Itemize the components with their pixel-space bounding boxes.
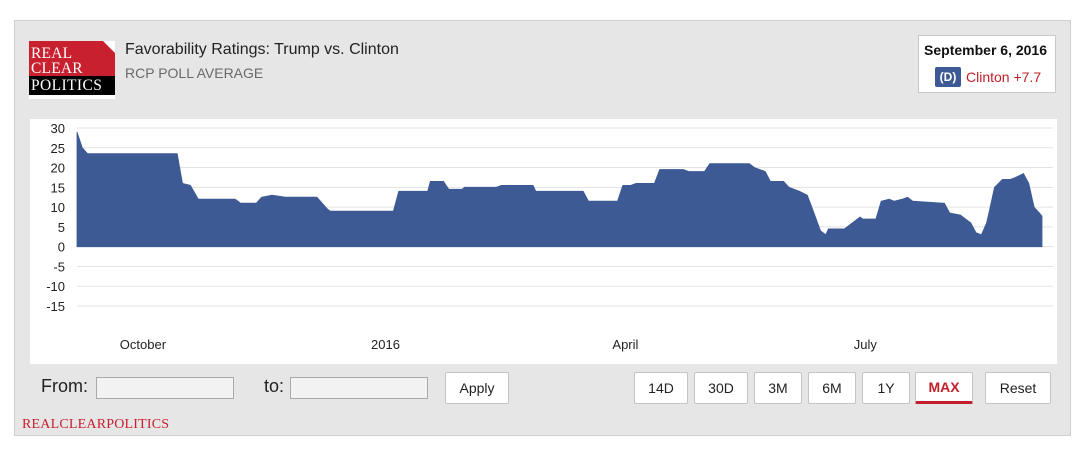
- party-badge: (D): [935, 67, 961, 87]
- rcp-logo[interactable]: REAL CLEAR POLITICS: [29, 41, 115, 99]
- from-label: From:: [41, 376, 88, 396]
- x-tick-label: October: [120, 337, 167, 352]
- range-14d-button[interactable]: 14D: [634, 372, 688, 404]
- y-tick-label: 5: [58, 220, 65, 235]
- to-label: to:: [264, 376, 285, 396]
- y-tick-label: -5: [53, 259, 65, 274]
- apply-button[interactable]: Apply: [445, 372, 509, 404]
- favorability-chart[interactable]: 30 25 20 15 10 5 0 -5 -10 -15 October 2016 April July: [30, 119, 1057, 364]
- y-tick-label: 25: [51, 141, 65, 156]
- chart-title: Favorability Ratings: Trump vs. Clinton: [125, 41, 399, 58]
- date-range-controls: From: to: Apply 14D 30D 3M 6M 1Y MAX Res…: [15, 369, 1070, 409]
- y-tick-label: 10: [51, 200, 65, 215]
- footer-brand[interactable]: REALCLEARPOLITICS: [22, 417, 170, 432]
- latest-date: September 6, 2016: [924, 42, 1047, 58]
- chart-subtitle: RCP POLL AVERAGE: [125, 65, 264, 81]
- y-tick-label: 0: [58, 240, 65, 255]
- logo-line-clear: CLEAR: [29, 61, 115, 76]
- area-series[interactable]: [76, 131, 1043, 248]
- logo-fold-corner: [103, 41, 115, 53]
- y-tick-label: -10: [46, 279, 65, 294]
- range-max-button[interactable]: MAX: [915, 372, 973, 404]
- spread-value: Clinton +7.7: [966, 69, 1042, 85]
- y-tick-label: 30: [51, 121, 65, 136]
- from-date-input[interactable]: [96, 377, 234, 399]
- range-1y-button[interactable]: 1Y: [862, 372, 910, 404]
- range-6m-button[interactable]: 6M: [808, 372, 856, 404]
- x-tick-label: April: [612, 337, 638, 352]
- x-tick-label: 2016: [371, 337, 400, 352]
- y-tick-label: 20: [51, 161, 65, 176]
- logo-line-politics: POLITICS: [29, 76, 115, 95]
- range-30d-button[interactable]: 30D: [694, 372, 748, 404]
- y-tick-label: -15: [46, 299, 65, 314]
- chart-widget: REAL CLEAR POLITICS Favorability Ratings…: [14, 20, 1071, 436]
- y-tick-label: 15: [51, 180, 65, 195]
- logo-line-real: REAL: [29, 41, 115, 61]
- x-tick-label: July: [854, 337, 878, 352]
- chart-area[interactable]: 30 25 20 15 10 5 0 -5 -10 -15 October 2016 April July: [30, 119, 1057, 364]
- reset-button[interactable]: Reset: [985, 372, 1051, 404]
- range-3m-button[interactable]: 3M: [754, 372, 802, 404]
- latest-spread-box: September 6, 2016 (D) Clinton +7.7: [918, 35, 1056, 93]
- to-date-input[interactable]: [290, 377, 428, 399]
